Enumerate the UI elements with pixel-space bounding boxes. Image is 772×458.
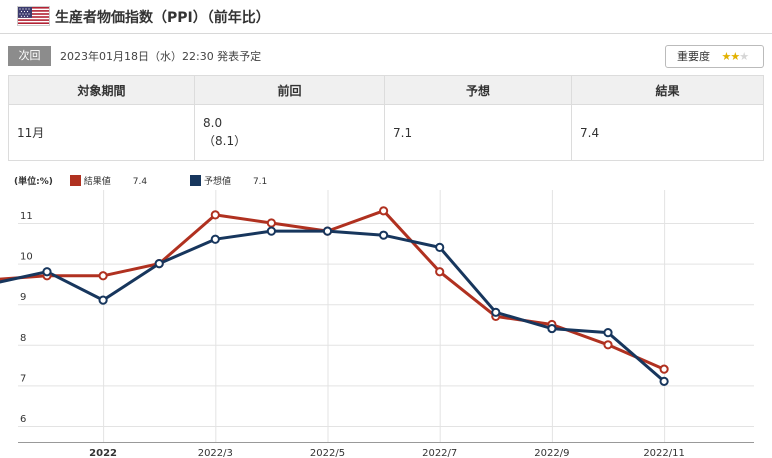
us-flag-icon xyxy=(17,6,50,26)
y-tick-label: 11 xyxy=(20,211,33,222)
previous-revised-value: （8.1） xyxy=(203,134,247,148)
star-filled-icon: ★ xyxy=(730,50,740,63)
previous-value: 8.0 xyxy=(203,116,223,130)
x-tick-label: 2022/11 xyxy=(643,448,685,458)
data-point-forecast xyxy=(98,295,108,305)
table-header-row: 対象期間 前回 予想 結果 xyxy=(8,75,764,105)
page-header: 生産者物価指数（PPI）（前年比） xyxy=(0,0,772,34)
importance-stars: ★★★ xyxy=(721,50,750,63)
cell-previous: 8.0 （8.1） xyxy=(194,104,385,161)
data-point-forecast xyxy=(42,267,52,277)
x-tick-label: 2022/9 xyxy=(534,448,569,458)
x-tick-label: 2022 xyxy=(89,448,117,458)
legend-result-label: 結果値 xyxy=(83,177,111,187)
unit-label: (単位:%) xyxy=(14,177,53,187)
data-point-forecast xyxy=(266,226,276,236)
cell-result: 7.4 xyxy=(571,104,764,161)
cell-forecast: 7.1 xyxy=(384,104,572,161)
data-point-result xyxy=(379,206,389,216)
legend-forecast-value: 7.1 xyxy=(252,177,268,187)
ppi-line-chart: 6 7 8 9 10 11 2022 2022/3 2022/5 2022/7 2022/9 2022… xyxy=(0,190,754,458)
x-tick-label: 2022/5 xyxy=(310,448,345,458)
y-tick-label: 9 xyxy=(20,292,26,303)
legend-result-value: 7.4 xyxy=(132,177,148,187)
legend-result-swatch xyxy=(69,175,81,186)
header-period: 対象期間 xyxy=(8,75,195,105)
header-result: 結果 xyxy=(571,75,764,105)
importance-box: 重要度 ★★★ xyxy=(665,45,764,68)
legend-result: 結果値 7.4 xyxy=(69,175,150,187)
legend-forecast-label: 予想値 xyxy=(203,177,231,187)
data-point-forecast xyxy=(491,307,501,317)
legend-forecast: 予想値 7.1 xyxy=(189,175,268,187)
data-point-forecast xyxy=(154,259,164,269)
chart-legend: (単位:%) 結果値 7.4 予想値 7.1 xyxy=(14,174,267,187)
data-point-result xyxy=(659,364,669,374)
y-tick-label: 7 xyxy=(20,373,26,384)
star-filled-icon: ★ xyxy=(721,50,732,63)
data-point-result xyxy=(98,271,108,281)
header-forecast: 予想 xyxy=(384,75,572,105)
x-tick-label: 2022/7 xyxy=(422,448,457,458)
data-point-forecast xyxy=(603,328,613,338)
page-title: 生産者物価指数（PPI）（前年比） xyxy=(55,10,270,26)
data-point-forecast xyxy=(210,234,220,244)
x-tick-label: 2022/3 xyxy=(198,448,233,458)
data-point-forecast xyxy=(322,226,333,236)
data-point-result xyxy=(210,210,220,220)
header-previous: 前回 xyxy=(194,75,385,105)
series-line-forecast xyxy=(0,229,666,383)
next-release-badge: 次回 xyxy=(8,46,51,66)
y-tick-label: 8 xyxy=(20,333,26,344)
table-row: 11月 8.0 （8.1） 7.1 7.4 xyxy=(8,104,764,161)
data-point-forecast xyxy=(547,323,557,334)
data-point-forecast xyxy=(659,376,669,386)
star-empty-icon: ★ xyxy=(739,50,749,63)
cell-period: 11月 xyxy=(8,104,195,161)
legend-forecast-swatch xyxy=(189,175,201,186)
data-point-forecast xyxy=(435,242,445,252)
release-table: 対象期間 前回 予想 結果 11月 8.0 （8.1） 7.1 7.4 xyxy=(8,75,764,161)
data-point-forecast xyxy=(379,230,389,240)
data-point-result xyxy=(435,267,445,277)
release-date-text: 2023年01月18日（水）22:30 発表予定 xyxy=(60,50,262,63)
y-tick-label: 6 xyxy=(20,414,26,425)
y-tick-label: 10 xyxy=(20,252,33,263)
data-point-result xyxy=(603,340,613,350)
importance-label: 重要度 xyxy=(677,50,710,63)
data-point-result xyxy=(266,218,276,228)
